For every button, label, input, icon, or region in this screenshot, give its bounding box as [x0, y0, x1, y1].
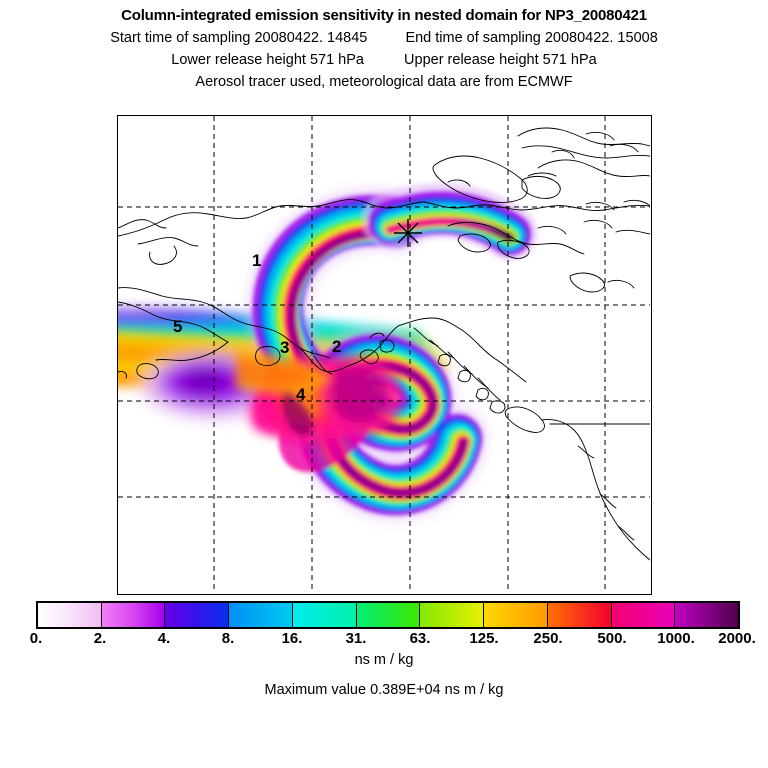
colorbar-tick-3: 8. — [221, 630, 235, 647]
colorbar-segment-2 — [165, 603, 230, 627]
colorbar-tick-11: 2000. — [718, 630, 756, 647]
colorbar-segment-0 — [38, 603, 102, 627]
colorbar[interactable] — [36, 601, 740, 629]
plume-label-2: 2 — [332, 337, 342, 356]
maximum-value-label: Maximum value 0.389E+04 ns m / kg — [264, 682, 504, 698]
sampling-time-row: Start time of sampling 20080422. 14845 E… — [0, 30, 768, 46]
colorbar-tick-4: 16. — [281, 630, 303, 647]
start-time-label: Start time of sampling 20080422. 14845 — [110, 30, 368, 46]
colorbar-segment-6 — [420, 603, 485, 627]
colorbar-segment-8 — [547, 603, 612, 627]
plume-label-4: 4 — [296, 385, 306, 404]
plume-label-1: 1 — [252, 251, 262, 270]
colorbar-segment-10 — [675, 603, 739, 627]
colorbar-tick-6: 63. — [409, 630, 431, 647]
plume-label-3: 3 — [280, 338, 290, 357]
colorbar-segment-7 — [484, 603, 548, 627]
colorbar-tick-labels: 0. 2. 4. 8. 16. 31. 63. 125. 250. 500. 1… — [0, 630, 768, 650]
tracer-meteorology-label: Aerosol tracer used, meteorological data… — [195, 74, 573, 90]
colorbar-segment-9 — [611, 603, 676, 627]
colorbar-tick-5: 31. — [345, 630, 367, 647]
plume-label-5: 5 — [173, 317, 183, 336]
colorbar-tick-0: 0. — [29, 630, 43, 647]
colorbar-tick-10: 1000. — [657, 630, 695, 647]
emission-sensitivity-plume — [118, 182, 538, 521]
end-time-label: End time of sampling 20080422. 15008 — [405, 30, 658, 46]
colorbar-segment-5 — [356, 603, 421, 627]
map-canvas: 1 2 3 4 5 — [118, 116, 651, 594]
release-point-star — [394, 219, 422, 247]
colorbar-tick-2: 4. — [157, 630, 171, 647]
colorbar-unit-label: ns m / kg — [354, 652, 414, 668]
colorbar-tick-7: 125. — [469, 630, 499, 647]
colorbar-tick-8: 250. — [533, 630, 563, 647]
colorbar-segment-1 — [101, 603, 166, 627]
release-height-row: Lower release height 571 hPa Upper relea… — [0, 52, 768, 68]
map-plot-panel: 1 2 3 4 5 — [117, 115, 652, 595]
colorbar-tick-9: 500. — [597, 630, 627, 647]
header-block: Column-integrated emission sensitivity i… — [0, 0, 768, 90]
colorbar-container — [36, 601, 740, 629]
lower-release-height-label: Lower release height 571 hPa — [171, 52, 364, 68]
upper-release-height-label: Upper release height 571 hPa — [404, 52, 597, 68]
map-graticule — [118, 116, 650, 593]
page-title: Column-integrated emission sensitivity i… — [121, 7, 647, 24]
colorbar-segment-3 — [229, 603, 293, 627]
coastline-overlay — [118, 127, 650, 561]
colorbar-segment-4 — [292, 603, 357, 627]
colorbar-tick-1: 2. — [93, 630, 107, 647]
